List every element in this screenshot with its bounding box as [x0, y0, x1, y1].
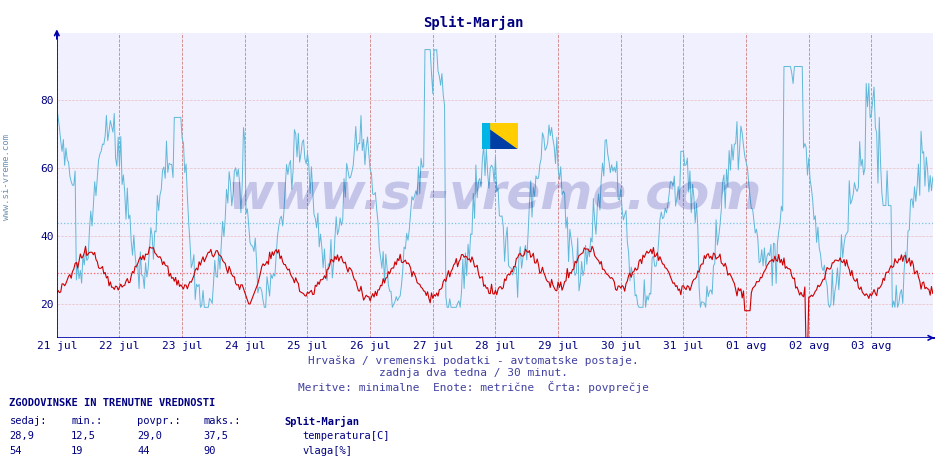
Text: 90: 90	[204, 446, 216, 456]
Text: 44: 44	[137, 446, 150, 456]
Text: Meritve: minimalne  Enote: metrične  Črta: povprečje: Meritve: minimalne Enote: metrične Črta:…	[298, 381, 649, 393]
Text: povpr.:: povpr.:	[137, 416, 181, 425]
Text: 54: 54	[9, 446, 22, 456]
Text: sedaj:: sedaj:	[9, 416, 47, 425]
Text: 28,9: 28,9	[9, 431, 34, 441]
Text: www.si-vreme.com: www.si-vreme.com	[2, 134, 11, 220]
Bar	[482, 123, 489, 149]
Text: temperatura[C]: temperatura[C]	[302, 431, 389, 441]
Text: Hrvaška / vremenski podatki - avtomatske postaje.: Hrvaška / vremenski podatki - avtomatske…	[308, 355, 639, 366]
Text: Split-Marjan: Split-Marjan	[284, 416, 359, 427]
Text: 12,5: 12,5	[71, 431, 96, 441]
Text: min.:: min.:	[71, 416, 102, 425]
Text: 29,0: 29,0	[137, 431, 162, 441]
Polygon shape	[482, 123, 518, 149]
Text: maks.:: maks.:	[204, 416, 241, 425]
Text: vlaga[%]: vlaga[%]	[302, 446, 352, 456]
Text: 19: 19	[71, 446, 83, 456]
Text: www.si-vreme.com: www.si-vreme.com	[227, 171, 762, 219]
Text: 37,5: 37,5	[204, 431, 228, 441]
Text: Split-Marjan: Split-Marjan	[423, 16, 524, 30]
Text: ZGODOVINSKE IN TRENUTNE VREDNOSTI: ZGODOVINSKE IN TRENUTNE VREDNOSTI	[9, 398, 216, 408]
Text: zadnja dva tedna / 30 minut.: zadnja dva tedna / 30 minut.	[379, 368, 568, 378]
